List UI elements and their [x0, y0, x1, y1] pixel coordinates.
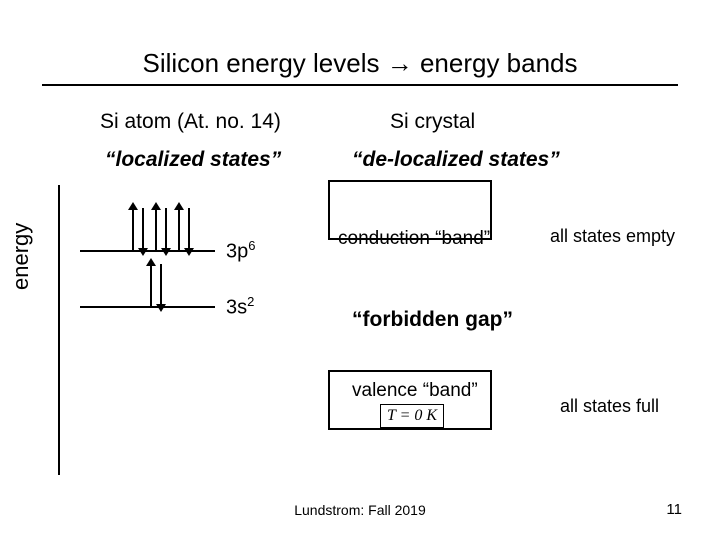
orbital-sup: 2 — [247, 294, 254, 309]
electron-arrow — [188, 208, 190, 250]
orbital-shell: 3p — [226, 241, 248, 263]
left-subheader: “localized states” — [105, 148, 281, 172]
valence-band-label: valence “band” — [352, 380, 478, 402]
electron-arrow — [132, 208, 134, 250]
electron-arrow — [155, 208, 157, 250]
conduction-band-label-inner: conduction “band” — [338, 228, 490, 250]
orbital-label-3s: 3s2 — [226, 294, 254, 320]
y-axis-line — [58, 185, 60, 475]
left-column-header: Si atom (At. no. 14) — [100, 110, 281, 134]
states-empty-label: all states empty — [550, 226, 675, 247]
orbital-shell: 3s — [226, 297, 247, 319]
orbital-sup: 6 — [248, 238, 255, 253]
title-underline — [42, 84, 678, 86]
electron-arrow — [165, 208, 167, 250]
electron-arrow — [178, 208, 180, 250]
orbital-label-3p: 3p6 — [226, 238, 255, 264]
electron-arrow — [142, 208, 144, 250]
electron-arrow — [150, 264, 152, 306]
right-column-header: Si crystal — [390, 110, 475, 134]
page-number: 11 — [666, 501, 682, 518]
electron-arrow — [160, 264, 162, 306]
footer-text: Lundstrom: Fall 2019 — [0, 502, 720, 518]
forbidden-gap-label: “forbidden gap” — [352, 308, 513, 332]
right-subheader: “de-localized states” — [352, 148, 560, 172]
y-axis-label: energy — [8, 223, 34, 290]
temperature-box: T = 0 K — [380, 404, 444, 428]
slide-title: Silicon energy levels → energy bands — [0, 48, 720, 79]
level-line-3s — [80, 306, 215, 308]
states-full-label: all states full — [560, 396, 659, 417]
